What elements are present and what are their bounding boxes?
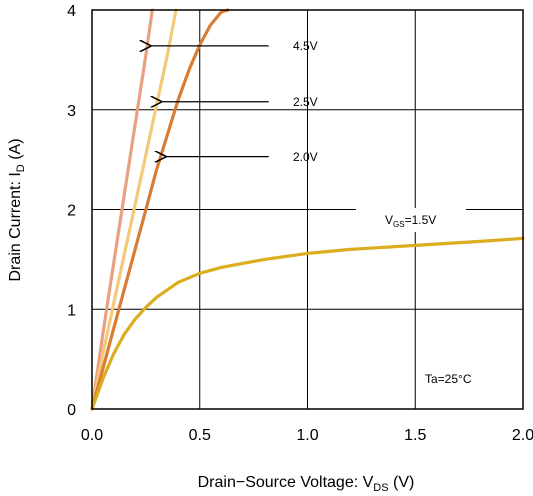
- series-line: [90, 8, 178, 411]
- y-tick-label: 4: [67, 3, 76, 20]
- y-tick-label: 3: [67, 103, 76, 120]
- x-tick-label: 0.0: [81, 427, 103, 444]
- label-vgs: VGS=1.5V: [385, 213, 436, 229]
- series-line: [90, 8, 154, 411]
- y-axis-label-main: Drain Current: I: [7, 172, 24, 281]
- x-tick-label: 0.5: [189, 427, 211, 444]
- temperature-label-background: [418, 368, 488, 390]
- y-tick-label: 0: [67, 402, 76, 419]
- label-4-5v: 4.5V: [293, 39, 318, 53]
- y-axis-label-unit: (A): [7, 138, 24, 164]
- series-line: [90, 236, 525, 411]
- label-2-0v: 2.0V: [293, 150, 318, 164]
- x-tick-label: 1.0: [296, 427, 318, 444]
- label-vgs-value: =1.5V: [405, 213, 437, 227]
- tick-labels: 0.0 0.5 1.0 1.5 2.0 0 1 2 3 4: [67, 3, 533, 444]
- label-vgs-subscript: GS: [393, 220, 405, 229]
- x-axis-label-subscript: DS: [373, 482, 388, 494]
- y-tick-label: 2: [67, 203, 76, 220]
- y-tick-label: 1: [67, 302, 76, 319]
- annotation-group: [150, 46, 488, 390]
- x-axis-label: Drain−Source Voltage: VDS (V): [198, 474, 415, 494]
- label-temperature: Ta=25°C: [425, 372, 472, 386]
- x-axis-label-main: Drain−Source Voltage: V: [198, 474, 374, 491]
- label-vgs-main: V: [385, 213, 393, 227]
- plot-frame: [91, 9, 524, 410]
- vgs-label-background: [356, 208, 466, 232]
- x-tick-label: 1.5: [404, 427, 426, 444]
- x-axis-label-unit: (V): [389, 474, 415, 491]
- y-axis-label: Drain Current: ID (A): [7, 138, 27, 281]
- x-tick-label: 2.0: [512, 427, 533, 444]
- y-axis-label-subscript: D: [15, 164, 27, 172]
- label-2-5v: 2.5V: [293, 95, 318, 109]
